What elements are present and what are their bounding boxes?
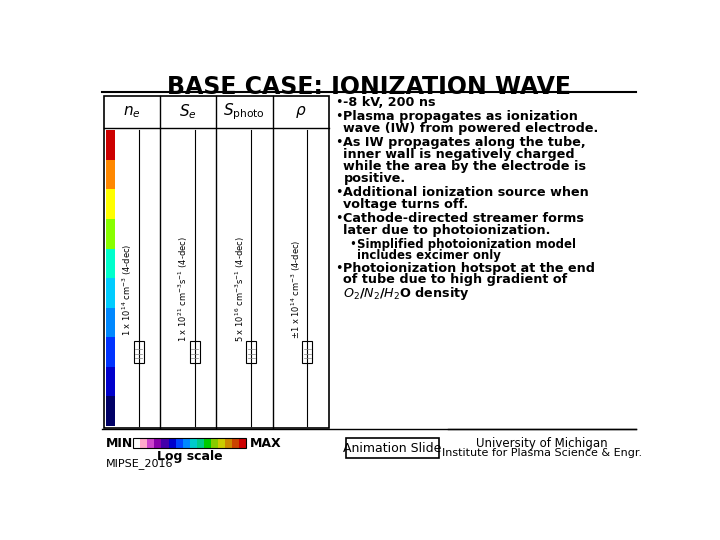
Bar <box>225 438 232 448</box>
Text: $\pm$1 x 10$^{14}$ cm$^{-3}$ (4-dec): $\pm$1 x 10$^{14}$ cm$^{-3}$ (4-dec) <box>289 240 303 339</box>
Text: $S_{\rm photo}$: $S_{\rm photo}$ <box>223 102 266 122</box>
Text: Animation Slide: Animation Slide <box>343 442 441 455</box>
Text: •: • <box>335 136 343 149</box>
Bar <box>106 278 114 308</box>
Text: BASE CASE: IONIZATION WAVE: BASE CASE: IONIZATION WAVE <box>167 75 571 99</box>
Text: $\rho$: $\rho$ <box>295 104 307 120</box>
Bar <box>140 438 148 448</box>
Text: 1 x 10$^{14}$ cm$^{-3}$ (4-dec): 1 x 10$^{14}$ cm$^{-3}$ (4-dec) <box>121 244 134 336</box>
Bar <box>133 438 141 448</box>
Text: Cathode-directed streamer forms: Cathode-directed streamer forms <box>343 212 585 225</box>
Bar <box>148 438 155 448</box>
Text: •: • <box>335 261 343 274</box>
Text: Institute for Plasma Science & Engr.: Institute for Plasma Science & Engr. <box>442 448 642 458</box>
Bar <box>168 438 176 448</box>
Bar <box>106 308 114 337</box>
Text: includes excimer only: includes excimer only <box>357 249 501 262</box>
Bar <box>106 130 114 160</box>
Bar <box>106 190 114 219</box>
Text: MIPSE_2016: MIPSE_2016 <box>106 458 173 469</box>
Bar <box>246 341 256 363</box>
Text: voltage turns off.: voltage turns off. <box>343 198 469 211</box>
Text: -8 kV, 200 ns: -8 kV, 200 ns <box>343 96 436 109</box>
Bar <box>189 438 197 448</box>
Bar <box>106 248 114 278</box>
Text: while the area by the electrode is: while the area by the electrode is <box>343 160 586 173</box>
Bar <box>197 438 204 448</box>
Bar <box>176 438 183 448</box>
Text: later due to photoionization.: later due to photoionization. <box>343 224 551 237</box>
Bar <box>183 438 190 448</box>
Text: Plasma propagates as ionization: Plasma propagates as ionization <box>343 110 578 123</box>
Bar <box>133 438 246 448</box>
Text: As IW propagates along the tube,: As IW propagates along the tube, <box>343 136 586 149</box>
Text: •: • <box>335 186 343 199</box>
Text: Photoionization hotspot at the end: Photoionization hotspot at the end <box>343 261 595 274</box>
Bar <box>302 341 312 363</box>
Bar <box>346 438 438 458</box>
Bar <box>106 337 114 367</box>
Text: Log scale: Log scale <box>157 450 222 463</box>
Bar <box>190 341 200 363</box>
Bar <box>155 438 162 448</box>
Bar <box>204 438 211 448</box>
Bar <box>106 219 114 248</box>
Text: MAX: MAX <box>250 437 282 450</box>
Text: Simplified photoionization model: Simplified photoionization model <box>357 239 577 252</box>
Bar <box>134 341 144 363</box>
Text: of tube due to high gradient of: of tube due to high gradient of <box>343 273 567 286</box>
Text: 5 x 10$^{16}$ cm$^{-3}$s$^{-1}$ (4-dec): 5 x 10$^{16}$ cm$^{-3}$s$^{-1}$ (4-dec) <box>233 237 247 342</box>
Text: MIN: MIN <box>106 437 132 450</box>
Bar <box>217 438 225 448</box>
Bar <box>106 367 114 396</box>
Text: •: • <box>335 212 343 225</box>
Text: positive.: positive. <box>343 172 405 185</box>
Text: •: • <box>349 239 356 252</box>
Bar <box>104 96 329 428</box>
Bar <box>106 396 114 426</box>
Text: wave (IW) from powered electrode.: wave (IW) from powered electrode. <box>343 122 598 135</box>
Bar <box>161 438 169 448</box>
Text: •: • <box>335 96 343 109</box>
Text: •: • <box>335 110 343 123</box>
Bar <box>232 438 239 448</box>
Text: Additional ionization source when: Additional ionization source when <box>343 186 589 199</box>
Text: 1 x 10$^{21}$ cm$^{-3}$s$^{-1}$ (4-dec): 1 x 10$^{21}$ cm$^{-3}$s$^{-1}$ (4-dec) <box>177 237 190 342</box>
Bar <box>106 160 114 190</box>
Text: $S_e$: $S_e$ <box>179 103 197 121</box>
Bar <box>211 438 218 448</box>
Text: inner wall is negatively charged: inner wall is negatively charged <box>343 148 575 161</box>
Text: University of Michigan: University of Michigan <box>476 437 608 450</box>
Text: $n_e$: $n_e$ <box>123 104 141 120</box>
Bar <box>239 438 246 448</box>
Text: $O_2$/$N_2$/$H_2$O density: $O_2$/$N_2$/$H_2$O density <box>343 286 470 302</box>
